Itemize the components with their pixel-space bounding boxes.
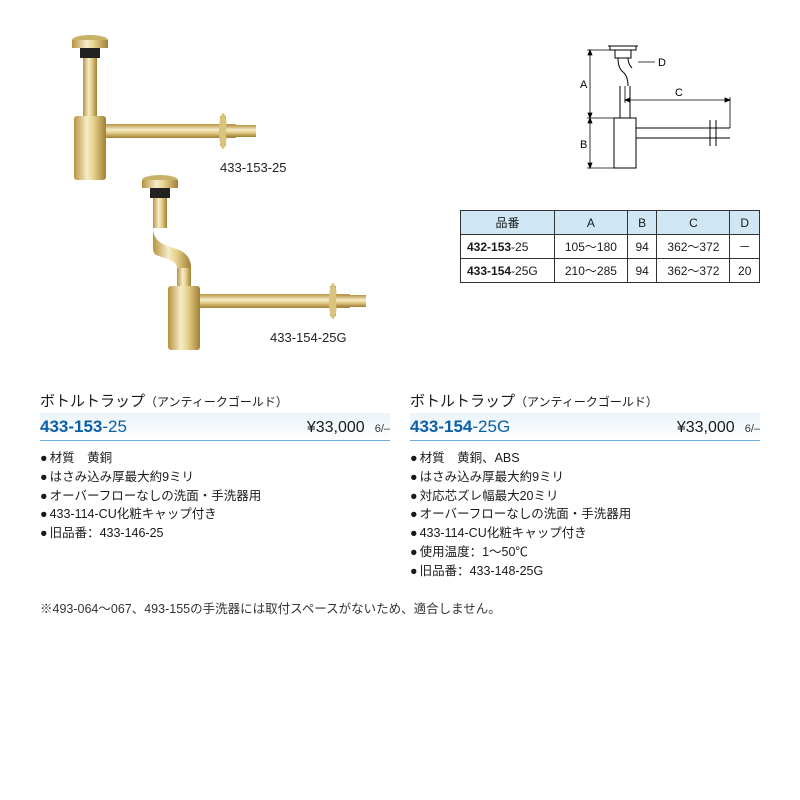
top-section: 433-153-25 43 — [40, 30, 760, 370]
spec-th: D — [730, 211, 760, 235]
spec-cell: 362～372 — [657, 259, 730, 283]
spec-item: 使用温度：1～50℃ — [410, 543, 760, 562]
spec-partno: 432-153-25 — [461, 235, 555, 259]
spec-th: 品番 — [461, 211, 555, 235]
product-title: ボトルトラップ（アンティークゴールド） — [410, 390, 760, 411]
product-partno: 433-154-25G — [410, 417, 510, 437]
price-row: 433-153-25 ¥33,000 6/– — [40, 413, 390, 441]
spec-cell: － — [730, 235, 760, 259]
spec-item: はさみ込み厚最大約9ミリ — [410, 468, 760, 487]
product-block: ボトルトラップ（アンティークゴールド） 433-153-25 ¥33,000 6/– 材… — [40, 390, 390, 580]
spec-table-row: 432-153-25105～18094362～372－ — [461, 235, 760, 259]
dim-label-c: C — [675, 87, 683, 99]
product-title: ボトルトラップ（アンティークゴールド） — [40, 390, 390, 411]
spec-item: 材質 黄銅、ABS — [410, 449, 760, 468]
spec-th: B — [627, 211, 657, 235]
spec-cell: 94 — [627, 235, 657, 259]
product-unit: 6/– — [745, 423, 760, 435]
photo-label-b: 433-154-25G — [270, 330, 347, 345]
diagram-spec-area: A B C D — [420, 30, 760, 370]
spec-item: 433-114-CU化粧キャップ付き — [410, 524, 760, 543]
spec-cell: 94 — [627, 259, 657, 283]
spec-table: 品番 A B C D 432-153-25105～18094362～372－43… — [460, 210, 760, 283]
dim-label-b: B — [580, 139, 587, 151]
spec-cell: 105～180 — [554, 235, 627, 259]
product-price: ¥33,000 — [307, 419, 365, 437]
spec-item: 材質 黄銅 — [40, 449, 390, 468]
dimension-diagram: A B C D — [560, 40, 750, 190]
product-price: ¥33,000 — [677, 419, 735, 437]
spec-cell: 20 — [730, 259, 760, 283]
spec-item: 旧品番：433-148-25G — [410, 562, 760, 581]
product-partno: 433-153-25 — [40, 417, 127, 437]
spec-item: はさみ込み厚最大約9ミリ — [40, 468, 390, 487]
spec-item: 433-114-CU化粧キャップ付き — [40, 505, 390, 524]
product-unit: 6/– — [375, 423, 390, 435]
footnote: ※493-064～067、493-155の手洗器には取付スペースがないため、適合… — [40, 598, 760, 617]
price-row: 433-154-25G ¥33,000 6/– — [410, 413, 760, 441]
spec-item: オーバーフローなしの洗面・手洗器用 — [410, 505, 760, 524]
spec-th: C — [657, 211, 730, 235]
spec-table-header-row: 品番 A B C D — [461, 211, 760, 235]
spec-table-body: 432-153-25105～18094362～372－433-154-25G21… — [461, 235, 760, 283]
spec-list: 材質 黄銅、ABSはさみ込み厚最大約9ミリ対応芯ズレ幅最大20ミリオーバーフロー… — [410, 449, 760, 580]
spec-item: 旧品番：433-146-25 — [40, 524, 390, 543]
product-block: ボトルトラップ（アンティークゴールド） 433-154-25G ¥33,000 6/–… — [410, 390, 760, 580]
spec-list: 材質 黄銅はさみ込み厚最大約9ミリオーバーフローなしの洗面・手洗器用433-11… — [40, 449, 390, 543]
spec-partno: 433-154-25G — [461, 259, 555, 283]
dim-label-d: D — [658, 57, 666, 69]
spec-item: 対応芯ズレ幅最大20ミリ — [410, 487, 760, 506]
spec-cell: 362～372 — [657, 235, 730, 259]
dim-label-a: A — [580, 79, 588, 91]
spec-item: オーバーフローなしの洗面・手洗器用 — [40, 487, 390, 506]
product-photo-b — [120, 170, 390, 360]
product-photo-area: 433-153-25 43 — [40, 30, 400, 350]
spec-th: A — [554, 211, 627, 235]
spec-cell: 210～285 — [554, 259, 627, 283]
products-row: ボトルトラップ（アンティークゴールド） 433-153-25 ¥33,000 6/– 材… — [40, 390, 760, 580]
spec-table-row: 433-154-25G210～28594362～37220 — [461, 259, 760, 283]
